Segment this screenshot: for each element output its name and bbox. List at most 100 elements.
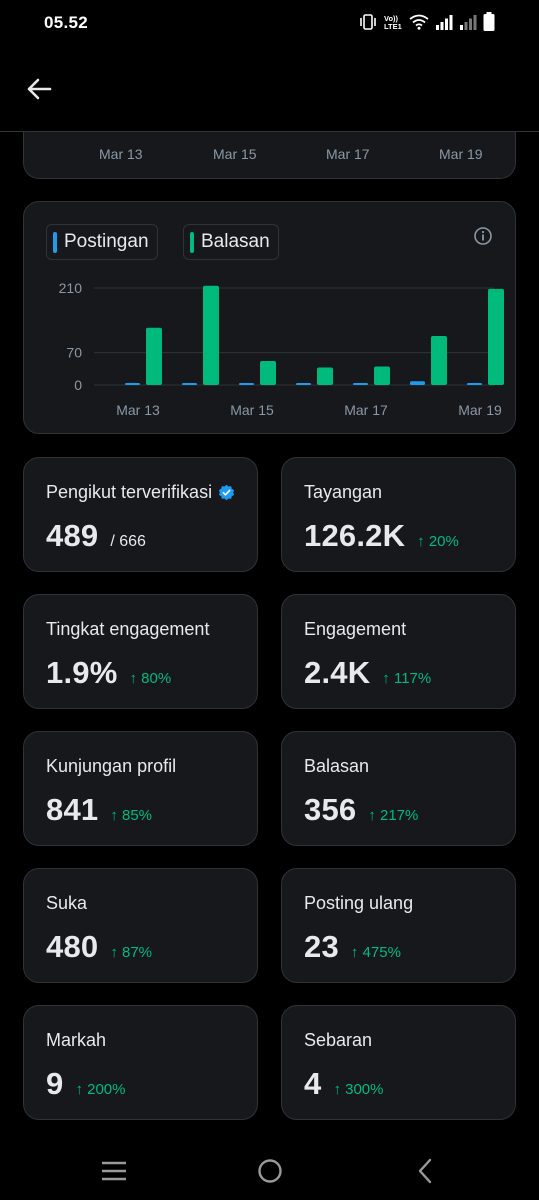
- bar-postingan[interactable]: [410, 381, 425, 385]
- stat-value-row: 841 ↑ 85%: [46, 792, 152, 828]
- stat-card[interactable]: Tayangan 126.2K ↑ 20%: [281, 457, 516, 572]
- stat-value-row: 126.2K ↑ 20%: [304, 518, 459, 554]
- stat-change: ↑ 200%: [75, 1081, 126, 1098]
- back-icon: [418, 1158, 432, 1184]
- stat-change: ↑ 217%: [368, 807, 419, 824]
- stat-label-text: Posting ulang: [304, 893, 414, 913]
- stat-label: Engagement: [304, 619, 406, 640]
- stat-card[interactable]: Tingkat engagement 1.9% ↑ 80%: [23, 594, 258, 709]
- stat-value-row: 1.9% ↑ 80%: [46, 655, 171, 691]
- back-button[interactable]: [24, 74, 54, 104]
- stat-card[interactable]: Pengikut terverifikasi 489 / 666: [23, 457, 258, 572]
- x-tick-label: Mar 19: [458, 402, 502, 418]
- legend-swatch-postingan: [53, 231, 57, 253]
- stat-label: Kunjungan profil: [46, 756, 176, 777]
- stat-change: ↑ 475%: [350, 944, 401, 961]
- home-button[interactable]: [255, 1156, 285, 1186]
- stat-value: 356: [304, 792, 357, 827]
- home-icon: [258, 1159, 282, 1183]
- legend-item-postingan[interactable]: Postingan: [46, 224, 158, 260]
- bar-postingan[interactable]: [353, 383, 368, 385]
- stat-value: 9: [46, 1066, 64, 1101]
- x-tick-label: Mar 15: [213, 146, 257, 162]
- stat-change: ↑ 80%: [129, 670, 172, 687]
- stat-total: / 666: [110, 533, 146, 550]
- bar-balasan[interactable]: [260, 360, 276, 385]
- info-icon[interactable]: [473, 226, 493, 246]
- stat-value-row: 23 ↑ 475%: [304, 929, 401, 965]
- bar-balasan[interactable]: [203, 285, 219, 385]
- bar-postingan[interactable]: [182, 383, 197, 385]
- stat-label-text: Suka: [46, 893, 88, 913]
- stat-card[interactable]: Kunjungan profil 841 ↑ 85%: [23, 731, 258, 846]
- x-tick-label: Mar 13: [99, 146, 143, 162]
- legend-label-postingan: Postingan: [64, 231, 149, 252]
- stat-label-text: Pengikut terverifikasi: [46, 482, 213, 502]
- stat-card[interactable]: Engagement 2.4K ↑ 117%: [281, 594, 516, 709]
- nav-back-button[interactable]: [410, 1156, 440, 1186]
- legend-label-balasan: Balasan: [201, 231, 270, 252]
- stat-label: Posting ulang: [304, 893, 413, 914]
- bar-balasan[interactable]: [431, 336, 447, 385]
- stat-value: 23: [304, 929, 339, 964]
- stat-label: Tayangan: [304, 482, 382, 503]
- stat-label-text: Balasan: [304, 756, 370, 776]
- stat-card[interactable]: Posting ulang 23 ↑ 475%: [281, 868, 516, 983]
- bar-balasan[interactable]: [374, 366, 390, 385]
- stat-label-text: Sebaran: [304, 1030, 373, 1050]
- system-nav-bar: [0, 1140, 539, 1200]
- stat-change: ↑ 20%: [417, 533, 459, 550]
- stat-value-row: 9 ↑ 200%: [46, 1066, 126, 1102]
- bar-postingan[interactable]: [125, 383, 140, 385]
- signal-icon: [436, 14, 453, 30]
- bar-balasan[interactable]: [146, 327, 162, 385]
- stat-change: ↑ 117%: [382, 670, 432, 687]
- recent-apps-icon: [102, 1161, 126, 1181]
- status-icons: Vo)) LTE1: [359, 12, 495, 31]
- stat-value: 480: [46, 929, 99, 964]
- stat-label: Sebaran: [304, 1030, 372, 1051]
- volte-top-text: Vo)): [384, 14, 399, 23]
- stat-value-row: 480 ↑ 87%: [46, 929, 152, 965]
- status-bar: 05.52 Vo)) LTE1: [0, 0, 539, 44]
- stat-label: Suka: [46, 893, 87, 914]
- stat-change: ↑ 85%: [110, 807, 153, 824]
- bar-postingan[interactable]: [467, 383, 482, 385]
- stat-value-row: 489 / 666: [46, 518, 146, 554]
- stat-value-row: 4 ↑ 300%: [304, 1066, 384, 1102]
- bar-balasan[interactable]: [317, 367, 333, 385]
- stat-value: 841: [46, 792, 99, 827]
- wifi-icon: [409, 14, 429, 30]
- stat-card[interactable]: Suka 480 ↑ 87%: [23, 868, 258, 983]
- recent-apps-button[interactable]: [99, 1156, 129, 1186]
- stat-card[interactable]: Balasan 356 ↑ 217%: [281, 731, 516, 846]
- stat-value: 4: [304, 1066, 322, 1101]
- activity-chart: 0 70 210 Mar 13 Mar 15 Mar 17 Mar 19: [59, 280, 504, 418]
- stat-card[interactable]: Sebaran 4 ↑ 300%: [281, 1005, 516, 1120]
- signal-weak-icon: [460, 14, 477, 30]
- x-tick-label: Mar 17: [344, 402, 388, 418]
- stat-change: ↑ 87%: [110, 944, 153, 961]
- stat-label-text: Tayangan: [304, 482, 383, 502]
- stat-label-text: Kunjungan profil: [46, 756, 177, 776]
- volte-bottom-text: LTE1: [384, 22, 402, 31]
- stat-label-text: Markah: [46, 1030, 107, 1050]
- stat-card[interactable]: Markah 9 ↑ 200%: [23, 1005, 258, 1120]
- stat-value: 2.4K: [304, 655, 371, 690]
- stat-value-row: 356 ↑ 217%: [304, 792, 418, 828]
- stat-change: ↑ 300%: [333, 1081, 384, 1098]
- stat-value: 1.9%: [46, 655, 118, 690]
- bar-postingan[interactable]: [239, 383, 254, 385]
- stat-label: Tingkat engagement: [46, 619, 209, 640]
- stat-value: 126.2K: [304, 518, 406, 553]
- stat-value-row: 2.4K ↑ 117%: [304, 655, 431, 691]
- x-tick-label: Mar 15: [230, 402, 274, 418]
- vibrate-icon: [360, 13, 376, 30]
- verified-badge-icon: [219, 484, 235, 501]
- bar-postingan[interactable]: [296, 383, 311, 385]
- x-tick-label: Mar 17: [326, 146, 370, 162]
- stat-label: Balasan: [304, 756, 369, 777]
- legend-item-balasan[interactable]: Balasan: [183, 224, 279, 260]
- bar-balasan[interactable]: [488, 288, 504, 385]
- legend-swatch-balasan: [190, 231, 194, 253]
